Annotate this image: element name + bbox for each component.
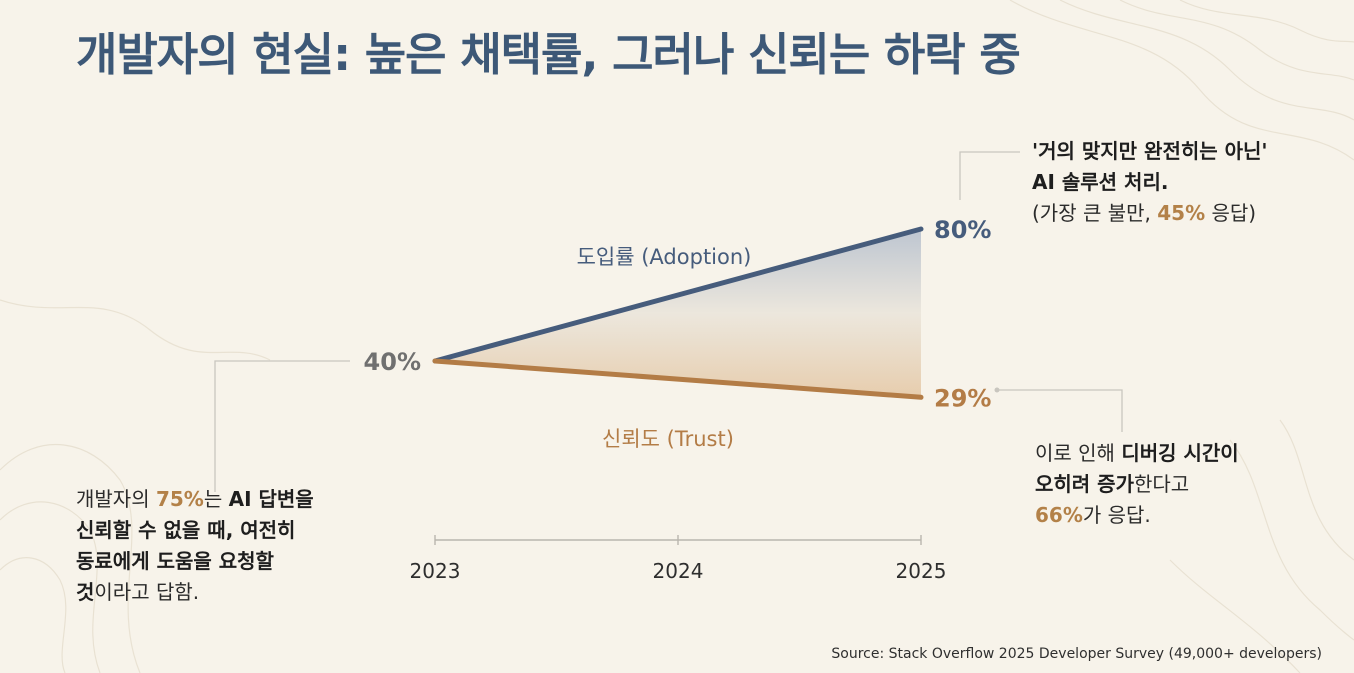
x-tick-label-2024: 2024	[653, 559, 704, 583]
x-tick-label-2023: 2023	[410, 559, 461, 583]
page-title: 개발자의 현실: 높은 채택률, 그러나 신뢰는 하락 중	[76, 28, 1021, 81]
annotation-leader-lines	[214, 151, 1123, 492]
adoption-series-label: 도입률 (Adoption)	[577, 245, 752, 269]
note-bottom-right-prefix: 이로 인해	[1035, 441, 1122, 465]
note-bottom-right: 이로 인해 디버깅 시간이 오히려 증가한다고 66%가 응답.	[1035, 438, 1239, 531]
note-left-bold-4: 것	[76, 580, 95, 604]
note-top-right-subject: AI 솔루션 처리.	[1032, 170, 1169, 194]
note-left-mid: 는	[203, 487, 229, 511]
note-top-right-suffix: 응답)	[1205, 201, 1257, 225]
trust-end-value-label: 29%	[934, 384, 991, 412]
note-bottom-right-mid: 한다고	[1133, 472, 1190, 496]
note-top-right-prefix: (가장 큰 불만,	[1032, 201, 1158, 225]
note-top-right-percent: 45%	[1157, 201, 1206, 225]
note-left-suffix: 이라고 답함.	[94, 580, 200, 604]
adoption-line	[432, 226, 924, 364]
trust-series-label: 신뢰도 (Trust)	[602, 427, 734, 451]
note-bottom-right-bold-1: 디버깅 시간이	[1121, 441, 1239, 465]
note-left-prefix: 개발자의	[76, 487, 156, 511]
note-left-bold-1: AI 답변을	[228, 487, 314, 511]
note-bottom-right-percent: 66%	[1035, 503, 1083, 527]
note-left: 개발자의 75%는 AI 답변을 신뢰할 수 없을 때, 여전히 동료에게 도움…	[76, 484, 314, 608]
source-citation: Source: Stack Overflow 2025 Developer Su…	[831, 646, 1322, 662]
trust-line	[432, 358, 924, 400]
note-left-bold-3: 동료에게 도움을 요청할	[76, 549, 274, 573]
note-left-percent: 75%	[155, 487, 204, 511]
x-tick-label-2025: 2025	[896, 559, 947, 583]
note-left-bold-2: 신뢰할 수 없을 때, 여전히	[76, 518, 296, 542]
note-top-right-quote: '거의 맞지만 완전히는 아닌'	[1032, 139, 1268, 163]
note-bottom-right-bold-2: 오히려 증가	[1035, 472, 1134, 496]
start-value-label: 40%	[364, 348, 421, 376]
note-top-right: '거의 맞지만 완전히는 아닌' AI 솔루션 처리. (가장 큰 불만, 45…	[1032, 136, 1268, 229]
gap-area	[435, 229, 921, 398]
note-bottom-right-suffix: 가 응답.	[1082, 503, 1151, 527]
adoption-end-value-label: 80%	[934, 216, 991, 244]
